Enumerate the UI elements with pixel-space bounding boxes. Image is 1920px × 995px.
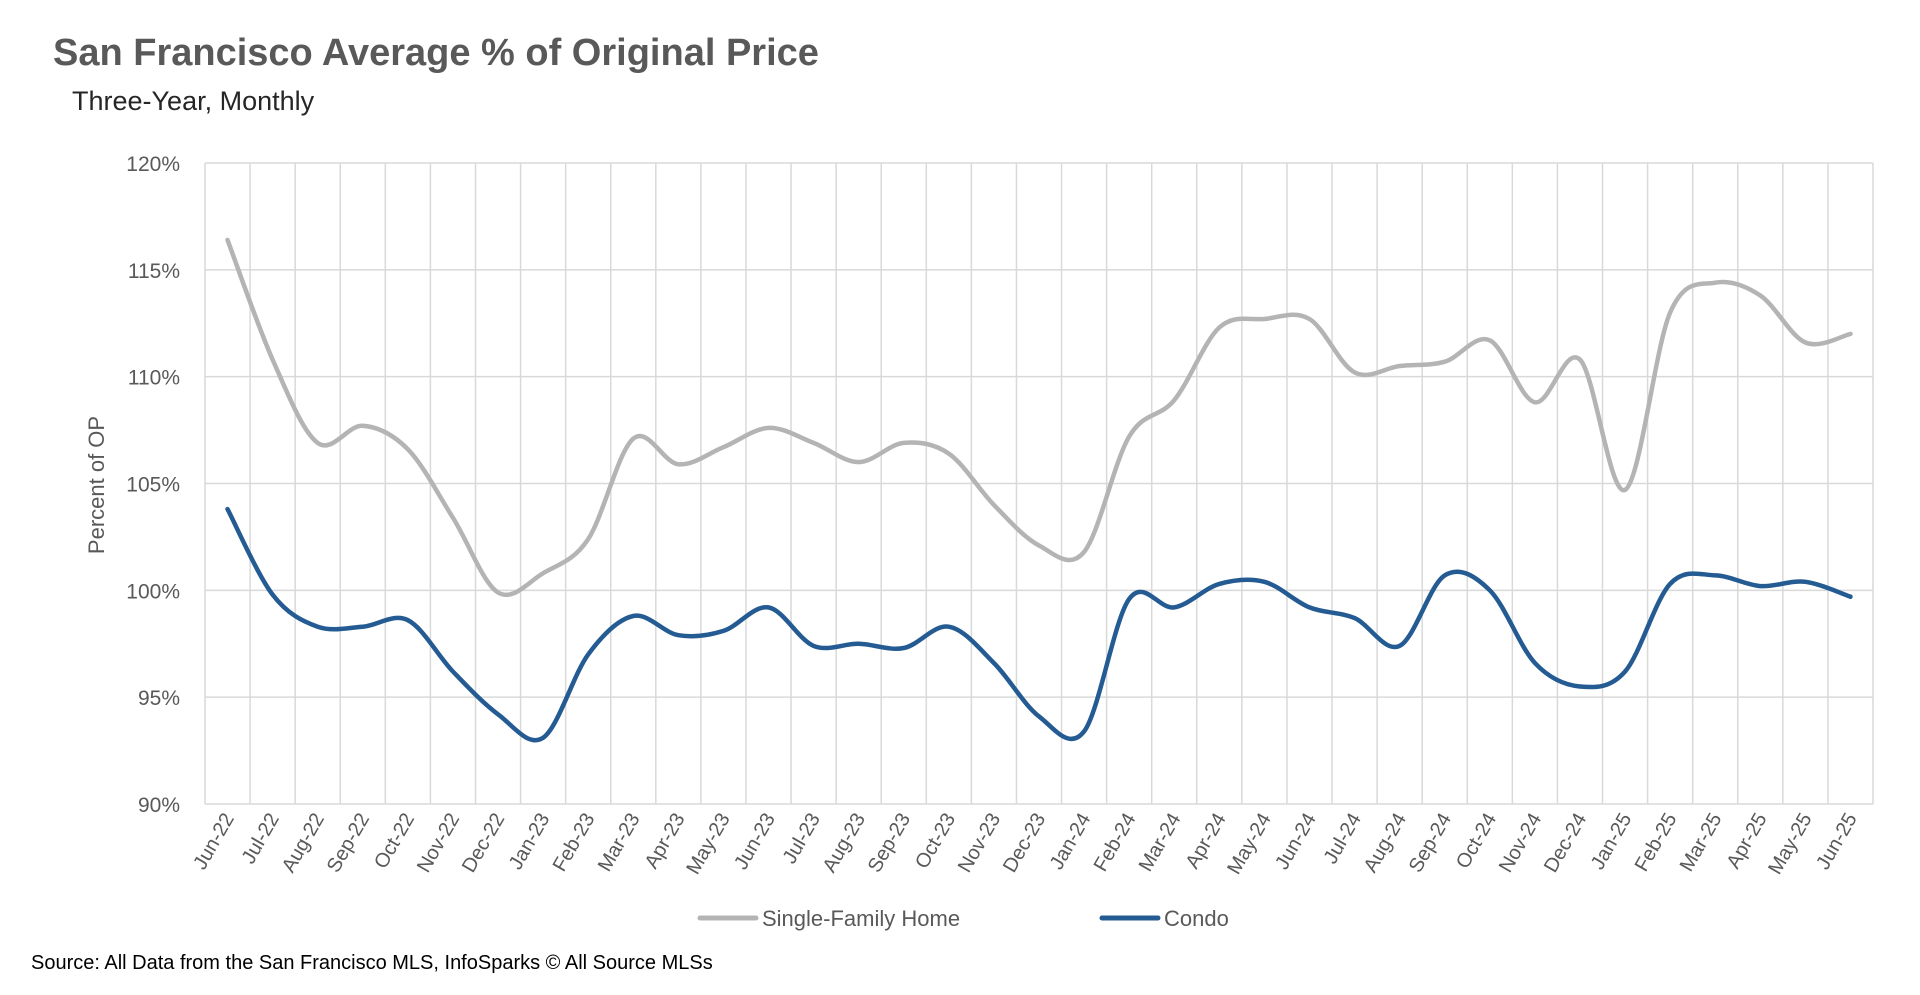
x-tick-label: Mar-25 [1676, 810, 1727, 876]
x-tick-label: Sep-22 [323, 810, 374, 877]
x-tick-label: Apr-25 [1723, 810, 1772, 873]
x-tick-label: Nov-22 [413, 810, 464, 877]
y-tick-label: 100% [126, 580, 180, 603]
x-tick-label: Jun-25 [1812, 810, 1862, 874]
y-tick-label: 90% [138, 794, 180, 817]
x-tick-label: Dec-24 [1540, 810, 1591, 877]
legend-label: Single-Family Home [762, 906, 960, 931]
x-tick-label: Jul-22 [238, 810, 284, 868]
x-tick-label: Jan-24 [1046, 810, 1096, 874]
x-tick-label: Apr-23 [641, 810, 690, 873]
x-tick-label: Mar-24 [1135, 810, 1186, 876]
y-tick-label: 95% [138, 687, 180, 710]
x-tick-label: Jan-23 [505, 810, 555, 874]
x-tick-label: Feb-24 [1090, 810, 1141, 876]
series-line-condo [225, 506, 1853, 743]
x-tick-label: Sep-24 [1405, 810, 1456, 877]
x-tick-label: Dec-22 [458, 810, 509, 877]
series-lines [225, 237, 1853, 743]
x-tick-label: Mar-23 [594, 810, 645, 876]
x-tick-label: Jul-24 [1320, 810, 1366, 868]
series-line-single-family-home [225, 237, 1853, 597]
x-tick-label: Jul-23 [779, 810, 825, 868]
legend-label: Condo [1164, 906, 1229, 931]
y-axis-ticks: 90% 95% 100% 105% 110% 115% 120% [126, 153, 180, 817]
x-tick-label: Feb-25 [1631, 810, 1682, 876]
x-tick-label: May-23 [682, 810, 734, 879]
x-tick-label: Nov-24 [1495, 810, 1546, 877]
y-tick-label: 105% [126, 474, 180, 497]
x-axis-ticks: Jun-22Jul-22Aug-22Sep-22Oct-22Nov-22Dec-… [189, 810, 1862, 879]
x-tick-label: Nov-23 [954, 810, 1005, 877]
y-tick-label: 110% [128, 367, 180, 390]
x-tick-label: May-24 [1223, 810, 1275, 879]
chart-subtitle: Three-Year, Monthly [72, 86, 315, 116]
x-tick-label: Oct-22 [370, 810, 419, 873]
source-note: Source: All Data from the San Francisco … [31, 952, 713, 974]
x-tick-label: Feb-23 [549, 810, 600, 876]
x-tick-label: Jun-23 [730, 810, 780, 874]
x-tick-label: Aug-22 [278, 810, 329, 877]
x-tick-label: Jun-22 [189, 810, 239, 874]
gridlines [204, 162, 1874, 805]
x-tick-label: Oct-24 [1452, 810, 1501, 873]
y-tick-label: 120% [126, 153, 180, 176]
y-tick-label: 115% [128, 260, 180, 283]
x-tick-label: Oct-23 [911, 810, 960, 873]
y-axis-label: Percent of OP [84, 416, 109, 554]
x-tick-label: Jan-25 [1587, 810, 1637, 874]
legend: Single-Family Home Condo [697, 906, 1229, 931]
x-tick-label: May-25 [1764, 810, 1816, 879]
x-tick-label: Sep-23 [864, 810, 915, 877]
x-tick-label: Jun-24 [1271, 810, 1321, 874]
x-tick-label: Dec-23 [999, 810, 1050, 877]
x-tick-label: Aug-24 [1360, 810, 1411, 877]
x-tick-label: Aug-23 [819, 810, 870, 877]
chart-title: San Francisco Average % of Original Pric… [53, 32, 819, 74]
x-tick-label: Apr-24 [1182, 810, 1231, 873]
